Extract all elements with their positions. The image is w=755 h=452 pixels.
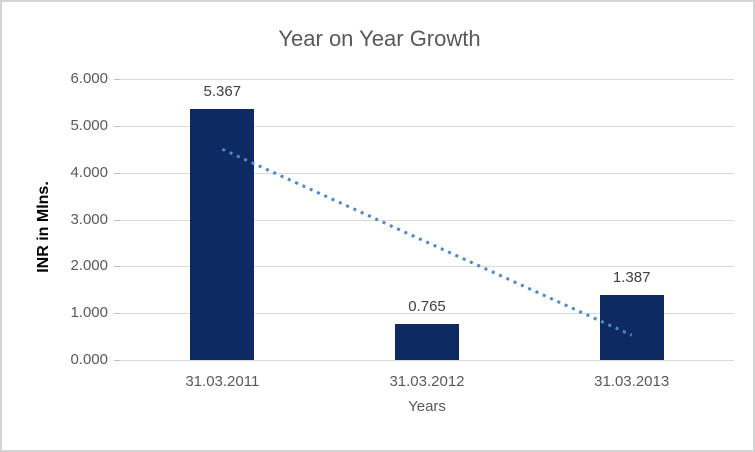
data-label: 0.765: [408, 298, 446, 316]
bar: [190, 108, 255, 360]
data-label: 1.387: [612, 269, 651, 287]
y-axis-minor-tick: [114, 125, 120, 127]
x-axis-tick-label: 31.03.2011: [185, 373, 260, 390]
y-axis-tick-label: 0.000: [70, 351, 108, 368]
x-axis-tick-label: 31.03.2013: [594, 373, 670, 390]
x-axis-title: Years: [408, 398, 446, 415]
y-axis-minor-tick: [114, 219, 120, 221]
y-axis-minor-tick: [114, 313, 120, 315]
bar: [599, 295, 664, 360]
y-axis-minor-tick: [114, 360, 120, 361]
y-axis-tick-label: 2.000: [70, 257, 108, 275]
bar: [395, 324, 459, 360]
y-axis-minor-tick: [114, 172, 120, 174]
y-axis-minor-tick: [114, 79, 120, 80]
y-axis-tick-label: 5.000: [70, 116, 108, 134]
gridline: [120, 79, 734, 80]
data-label: 5.367: [203, 82, 242, 100]
y-axis-tick-label: 3.000: [70, 210, 108, 228]
gridline: [120, 125, 734, 127]
x-axis-tick-label: 31.03.2012: [389, 373, 465, 390]
y-axis-minor-tick: [114, 266, 120, 268]
y-axis-tick-label: 6.000: [70, 70, 108, 87]
chart-title: Year on Year Growth: [278, 26, 481, 51]
y-axis-tick-label: 1.000: [70, 304, 108, 322]
y-axis-tick-label: 4.000: [70, 163, 108, 181]
gridline: [120, 360, 734, 361]
